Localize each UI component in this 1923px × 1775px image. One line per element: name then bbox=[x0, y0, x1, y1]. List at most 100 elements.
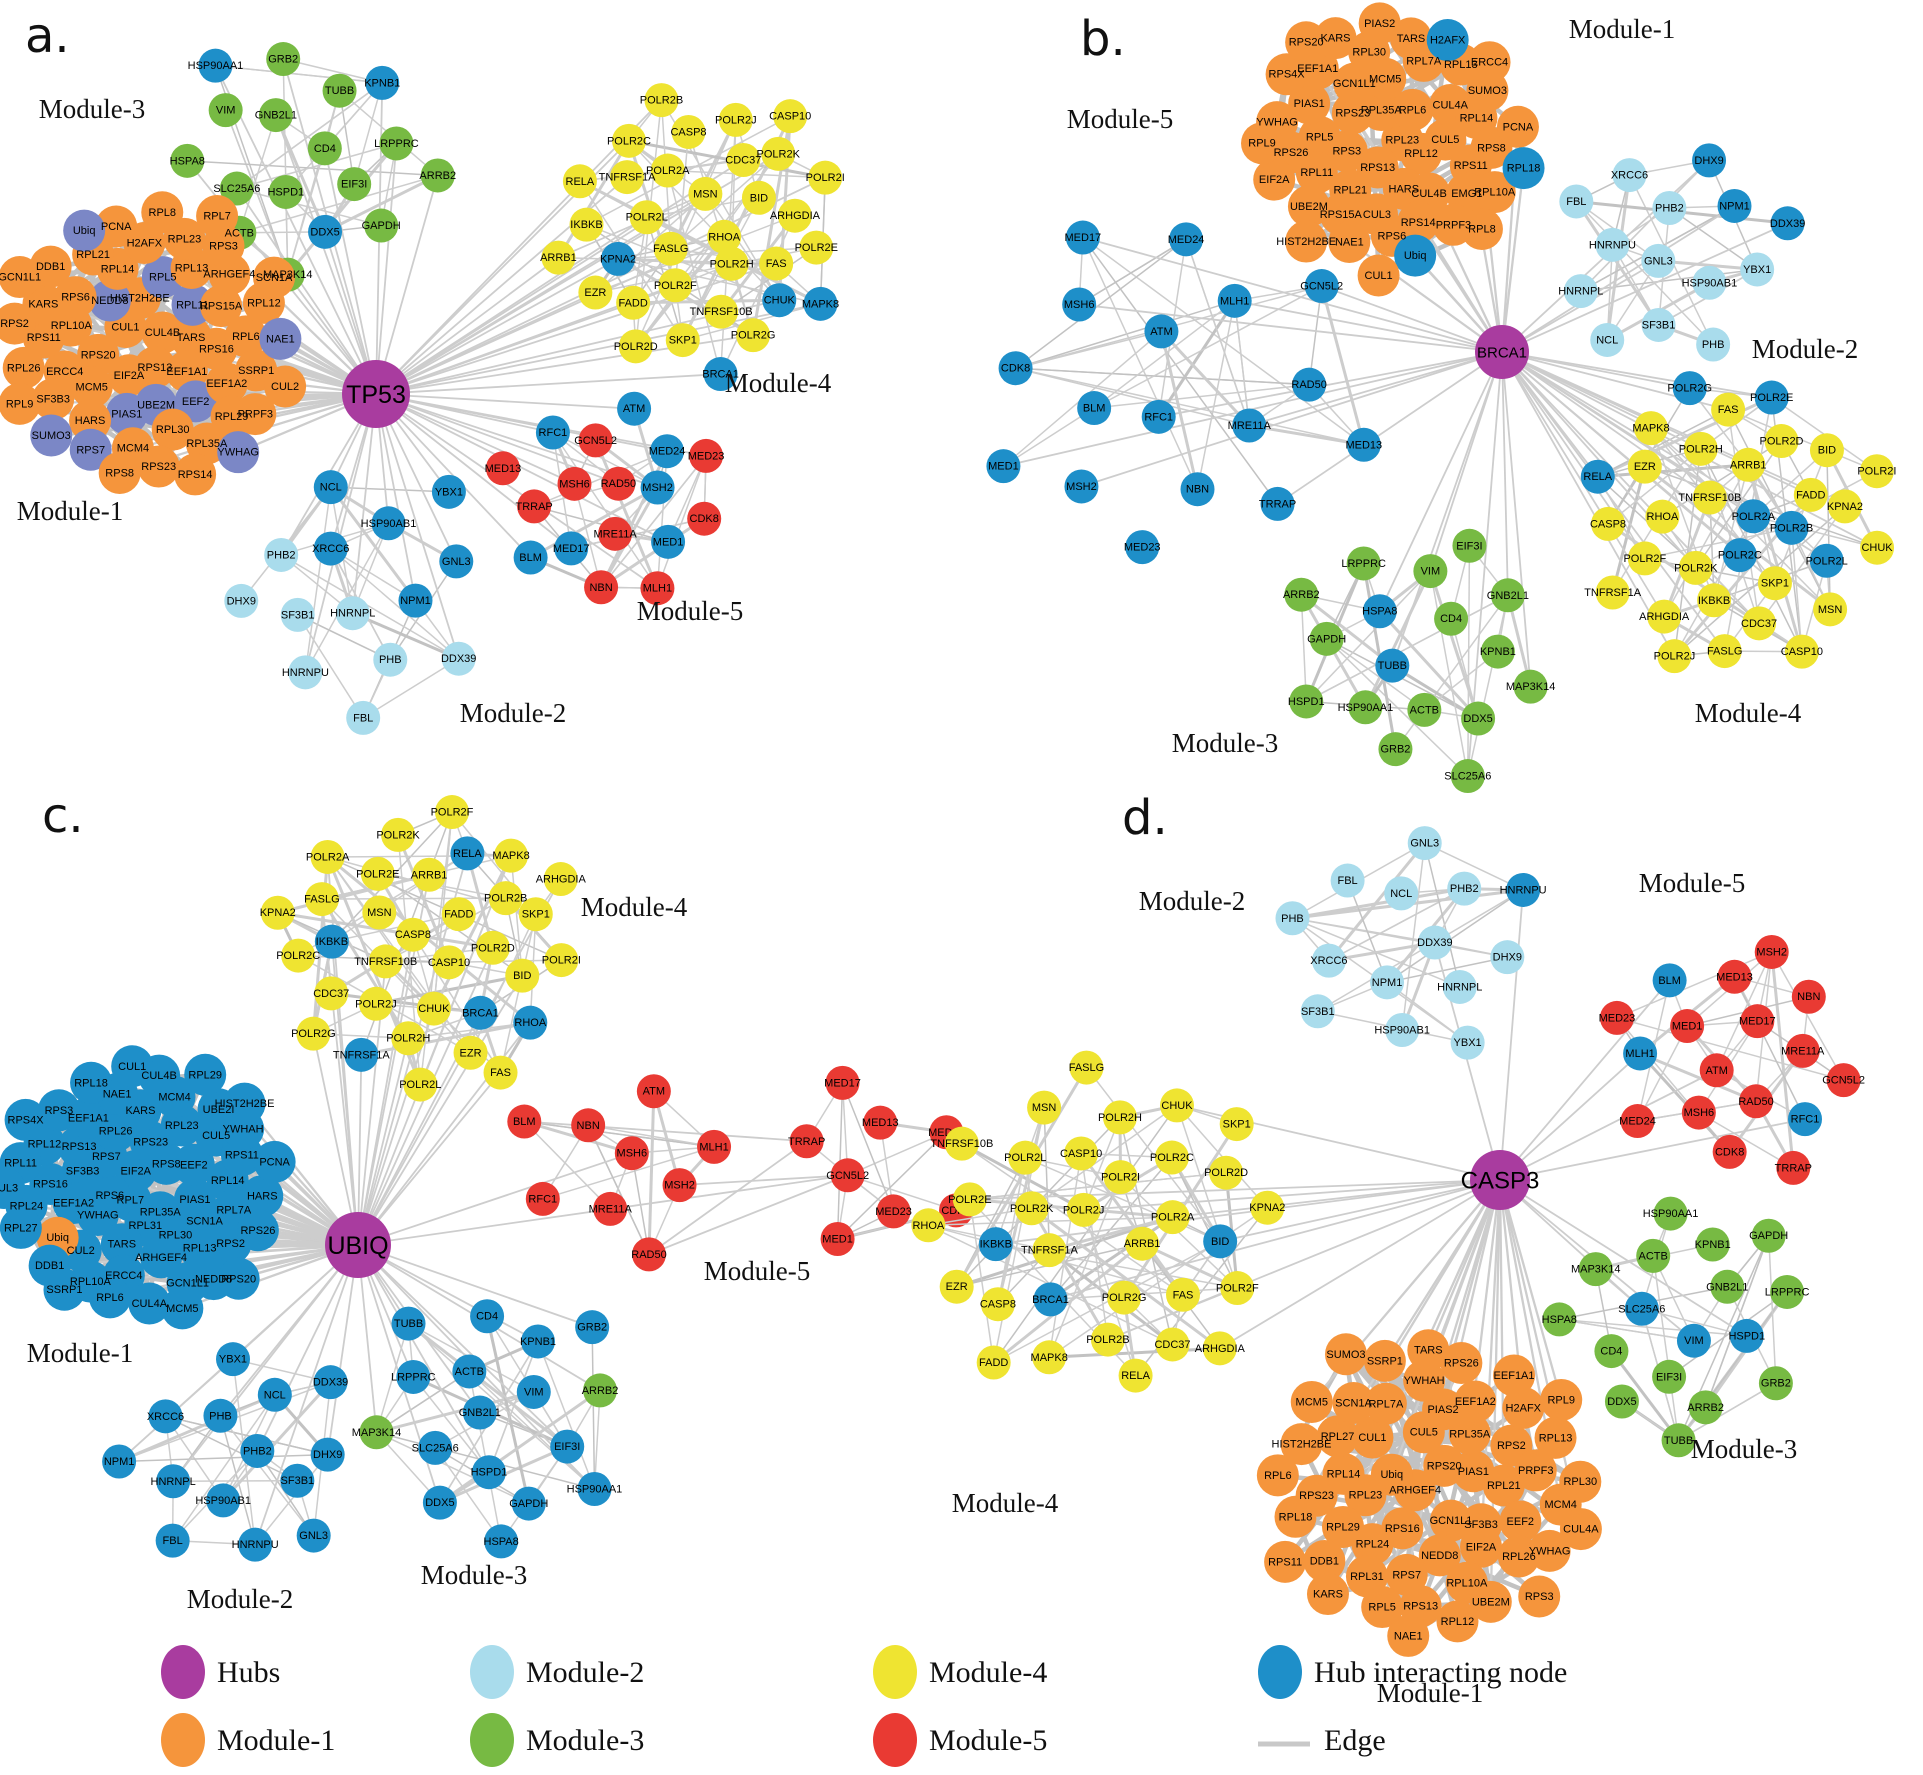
node-label-RPS11: RPS11 bbox=[1268, 1556, 1302, 1568]
node-label-MSH6: MSH6 bbox=[617, 1148, 648, 1160]
node-RPL8 bbox=[141, 191, 184, 234]
edge bbox=[1641, 1308, 1747, 1337]
node-GNL3 bbox=[1407, 826, 1442, 861]
edge bbox=[1650, 427, 1754, 517]
node-MED1 bbox=[1670, 1009, 1705, 1044]
node-NPM1 bbox=[102, 1444, 137, 1479]
node-label-FASLG: FASLG bbox=[653, 243, 688, 255]
node-label-YWHAG: YWHAG bbox=[77, 1209, 119, 1221]
node-label-MED23: MED23 bbox=[688, 450, 725, 462]
node-label-Ubiq: Ubiq bbox=[73, 225, 96, 237]
edge bbox=[1639, 1052, 1757, 1102]
edge bbox=[330, 486, 449, 493]
node-CASP10 bbox=[1064, 1136, 1099, 1171]
node-FASLG bbox=[1707, 634, 1742, 669]
node-label-RPS6: RPS6 bbox=[61, 292, 90, 304]
hub-edge bbox=[1501, 351, 1828, 562]
node-SCN1A bbox=[1332, 1381, 1375, 1424]
node-label-RELA: RELA bbox=[1121, 1370, 1150, 1382]
node-POLR2D bbox=[1209, 1155, 1244, 1190]
node-MSN bbox=[1027, 1090, 1062, 1125]
node-label-NEDD8: NEDD8 bbox=[195, 1274, 232, 1286]
node-EEF2 bbox=[174, 380, 217, 423]
node-GCN1L1 bbox=[0, 256, 41, 299]
edge bbox=[254, 1454, 329, 1546]
node-label-HSP90AA1: HSP90AA1 bbox=[567, 1483, 623, 1495]
node-PIAS1 bbox=[1288, 82, 1331, 125]
node-label-POLR2B: POLR2B bbox=[640, 95, 683, 107]
node-label-RELA: RELA bbox=[566, 176, 595, 188]
node-label-LRPPRC: LRPPRC bbox=[374, 138, 419, 150]
edge bbox=[1346, 880, 1388, 983]
node-label-POLR2E: POLR2E bbox=[948, 1194, 991, 1206]
node-label-POLR2K: POLR2K bbox=[1674, 562, 1718, 574]
hub-edge bbox=[1501, 351, 1726, 652]
node-label-RPL8: RPL8 bbox=[1468, 223, 1496, 235]
node-label-RPL12: RPL12 bbox=[28, 1139, 62, 1151]
node-label-RPL29: RPL29 bbox=[215, 411, 249, 423]
node-CUL2 bbox=[264, 365, 307, 408]
edge bbox=[1249, 424, 1365, 447]
node-label-POLR2K: POLR2K bbox=[1010, 1203, 1054, 1215]
hub-edge bbox=[375, 262, 777, 395]
node-CUL1 bbox=[1357, 254, 1400, 297]
node-label-RPL6: RPL6 bbox=[1264, 1470, 1292, 1482]
node-KPNA2 bbox=[1250, 1190, 1285, 1225]
edge bbox=[1326, 638, 1425, 711]
node-label-RPL11: RPL11 bbox=[4, 1158, 37, 1170]
node-SLC25A6 bbox=[219, 171, 254, 206]
node-label-PIAS1: PIAS1 bbox=[179, 1194, 210, 1206]
edge bbox=[1159, 331, 1199, 490]
node-PIAS1 bbox=[105, 392, 148, 435]
node-label-DDX39: DDX39 bbox=[441, 653, 476, 665]
node-EIF2A bbox=[107, 354, 150, 397]
node-label-RPL26: RPL26 bbox=[1502, 1551, 1536, 1563]
node-label-RHOA: RHOA bbox=[708, 231, 740, 243]
module-label-module-5: Module-5 bbox=[704, 1256, 810, 1286]
node-label-VIM: VIM bbox=[524, 1386, 544, 1398]
node-RPS20 bbox=[1285, 21, 1328, 64]
node-MSN bbox=[1813, 592, 1848, 627]
node-IKBKB bbox=[978, 1227, 1013, 1262]
node-label-RPL7A: RPL7A bbox=[216, 1205, 252, 1217]
hub-edge bbox=[375, 373, 721, 395]
node-label-UBE2M: UBE2M bbox=[137, 399, 175, 411]
node-label-RPS20: RPS20 bbox=[221, 1273, 256, 1285]
node-label-MED13: MED13 bbox=[485, 463, 522, 475]
node-label-EZR: EZR bbox=[1634, 461, 1656, 473]
node-RELA bbox=[450, 836, 485, 871]
node-label-EEF2: EEF2 bbox=[1507, 1516, 1535, 1528]
node-RFC1 bbox=[525, 1181, 560, 1216]
hub-edge bbox=[375, 393, 460, 659]
hub-edge bbox=[1082, 236, 1503, 353]
node-CHUK bbox=[416, 991, 451, 1026]
edge bbox=[993, 1240, 1221, 1364]
node-label-RPL13: RPL13 bbox=[1539, 1432, 1573, 1444]
node-GCN5L2 bbox=[830, 1158, 865, 1193]
node-label-ERCC4: ERCC4 bbox=[46, 366, 83, 378]
hub-edge bbox=[1050, 1179, 1501, 1301]
panel-d: DDX39 NPM1 NCL HNRNPL XRCC6 PHB2 HSP90AB1 FBL DH… bbox=[911, 790, 1865, 1708]
node-RPL9 bbox=[1540, 1378, 1583, 1421]
node-IKBKB bbox=[314, 924, 349, 959]
node-label-RPL13: RPL13 bbox=[175, 262, 209, 274]
node-label-RPS3: RPS3 bbox=[1525, 1591, 1554, 1603]
edge bbox=[1575, 200, 1660, 326]
hub-edge bbox=[1501, 205, 1735, 353]
node-BLM bbox=[507, 1104, 542, 1139]
node-label-RPL23: RPL23 bbox=[1349, 1490, 1383, 1502]
node-label-HSP90AA1: HSP90AA1 bbox=[188, 60, 244, 72]
node-label-HSP90AB1: HSP90AB1 bbox=[1682, 277, 1738, 289]
node-NBN bbox=[1180, 472, 1215, 507]
node-LRPPRC bbox=[379, 126, 414, 161]
node-PIAS2 bbox=[1358, 2, 1401, 45]
node-label-CASP10: CASP10 bbox=[1781, 646, 1823, 658]
node-POLR2E bbox=[1754, 380, 1789, 415]
legend-swatch-hubs bbox=[161, 1645, 205, 1699]
hub-edge bbox=[357, 1244, 490, 1473]
node-RPS6 bbox=[54, 276, 97, 319]
node-FASLG bbox=[304, 882, 339, 917]
node-label-RHOA: RHOA bbox=[1647, 511, 1679, 523]
node-label-RPL23: RPL23 bbox=[1385, 135, 1419, 147]
node-label-RPS2: RPS2 bbox=[1497, 1440, 1526, 1452]
